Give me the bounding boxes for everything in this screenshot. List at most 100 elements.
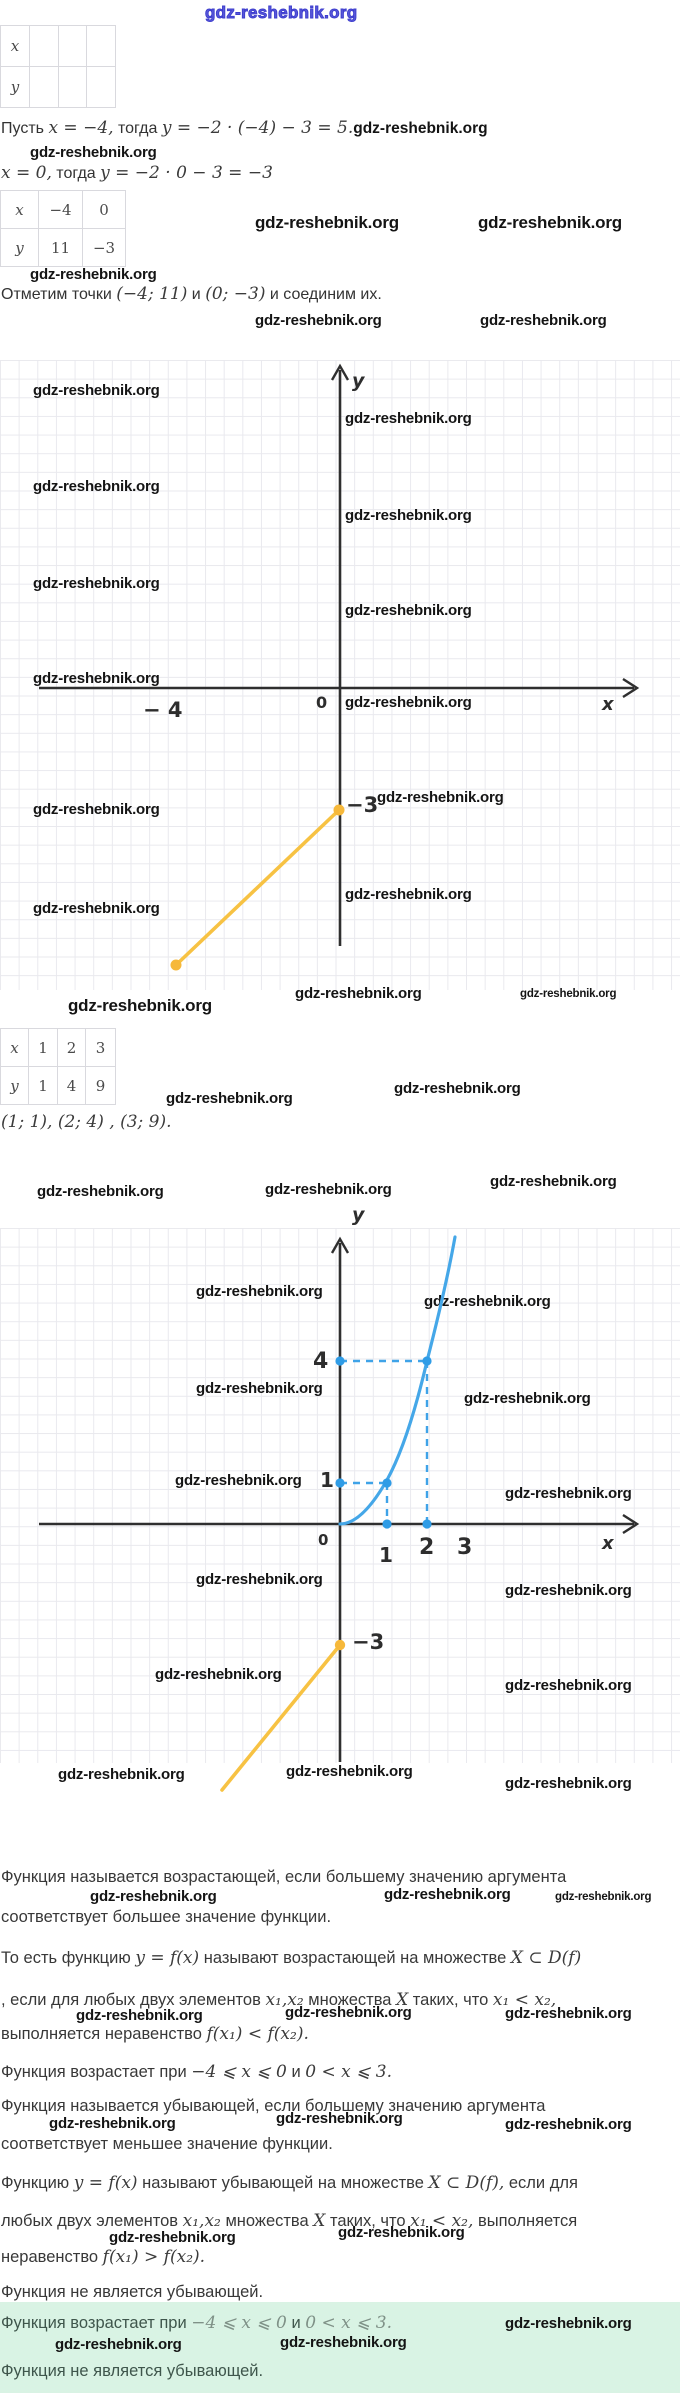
watermark: gdz-reshebnik.org (155, 1666, 282, 1683)
def-decreasing-formal-2: любых двух элементов x₁,x₂ множества X т… (1, 2211, 578, 2231)
watermark: gdz-reshebnik.org (505, 1775, 632, 1792)
watermark: gdz-reshebnik.org (394, 1080, 521, 1097)
watermark: gdz-reshebnik.org (76, 2007, 203, 2024)
watermark: gdz-reshebnik.org (255, 312, 382, 329)
graph1-segment (174, 808, 341, 967)
graph1-y-arrow-icon (330, 363, 350, 381)
watermark: gdz-reshebnik.org (345, 886, 472, 903)
graph1-point-left (170, 959, 182, 971)
def-increasing-formal-2: , если для любых двух элементов x₁,x₂ мн… (1, 1990, 557, 2010)
equation-line-2: x = 0, тогда y = −2 · 0 − 3 = −3 (1, 163, 273, 183)
watermark: gdz-reshebnik.org (345, 507, 472, 524)
graph2-x-arrow-icon (622, 1513, 640, 1535)
statement-not-decreasing: Функция не является убывающей. (1, 2283, 264, 2301)
watermark: gdz-reshebnik.org (175, 1472, 302, 1489)
graph2-ytick-1: 1 (320, 1468, 334, 1492)
watermark: gdz-reshebnik.org (555, 1891, 652, 1903)
watermark: gdz-reshebnik.org (276, 2110, 403, 2127)
equation-line-1: Пусть x = −4, тогда y = −2 · (−4) − 3 = … (1, 118, 488, 138)
watermark: gdz-reshebnik.org (109, 2229, 236, 2246)
watermark: gdz-reshebnik.org (265, 1181, 392, 1198)
watermark: gdz-reshebnik.org (33, 478, 160, 495)
watermark: gdz-reshebnik.org (166, 1090, 293, 1107)
watermark: gdz-reshebnik.org (49, 2115, 176, 2132)
watermark: gdz-reshebnik.org (33, 801, 160, 818)
table-row: x 1 2 3 (0, 1028, 116, 1067)
def-increasing-line1: Функция называется возрастающей, если бо… (1, 1868, 567, 1886)
graph1-x-axis-label: x (602, 694, 614, 715)
watermark: gdz-reshebnik.org (58, 1766, 185, 1783)
conclusion-line-2: Функция не является убывающей. (1, 2362, 264, 2380)
def-increasing-formal-3: выполняется неравенство f(x₁) < f(x₂). (1, 2024, 309, 2044)
graph2-xtick-3: 3 (457, 1535, 473, 1560)
watermark: gdz-reshebnik.org (505, 1485, 632, 1502)
watermark: gdz-reshebnik.org (90, 1888, 217, 1905)
graph2-dashed-guides (340, 1359, 429, 1524)
watermark: gdz-reshebnik.org (345, 694, 472, 711)
table-quad: x 1 2 3 y 1 4 9 (0, 1028, 116, 1105)
table-row: y (0, 66, 116, 108)
graph2-ytick-minus3: −3 (352, 1630, 385, 1654)
watermark: gdz-reshebnik.org (505, 2116, 632, 2133)
def-decreasing-formal-1: Функцию y = f(x) называют убывающей на м… (1, 2173, 578, 2193)
watermark: gdz-reshebnik.org (55, 2336, 182, 2353)
watermark: gdz-reshebnik.org (490, 1173, 617, 1190)
watermark: gdz-reshebnik.org (338, 2224, 465, 2241)
watermark: gdz-reshebnik.org (505, 2005, 632, 2022)
table-row: x −4 0 (0, 190, 126, 229)
graph2-y-arrow-icon (330, 1236, 350, 1254)
watermark: gdz-reshebnik.org (196, 1283, 323, 1300)
graph2-point-0-minus3 (334, 1639, 346, 1651)
watermark: gdz-reshebnik.org (33, 575, 160, 592)
watermark: gdz-reshebnik.org (295, 985, 422, 1002)
table-blank: x y (0, 25, 116, 108)
statement-increasing: Функция возрастает при −4 ⩽ x ⩽ 0 и 0 < … (1, 2062, 392, 2082)
watermark: gdz-reshebnik.org (37, 1183, 164, 1200)
watermark: gdz-reshebnik.org (480, 312, 607, 329)
watermark: gdz-reshebnik.org (353, 120, 488, 137)
graph2-points (335, 1356, 432, 1529)
watermark: gdz-reshebnik.org (30, 266, 157, 283)
watermark: gdz-reshebnik.org (285, 2004, 412, 2021)
table-linear: x −4 0 y 11 −3 (0, 190, 126, 267)
watermark: gdz-reshebnik.org (33, 670, 160, 687)
graph2-segment (220, 1643, 342, 1792)
watermark: gdz-reshebnik.org (345, 410, 472, 427)
watermark: gdz-reshebnik.org (520, 988, 617, 1000)
graph2-xtick-2: 2 (419, 1535, 435, 1560)
graph2-y-axis-label: y (352, 1204, 365, 1226)
site-watermark-blue: gdz-reshebnik.org (205, 3, 358, 23)
graph1-xtick-minus4: − 4 (143, 698, 183, 722)
graph2-origin-label: 0 (318, 1531, 329, 1549)
watermark: gdz-reshebnik.org (196, 1380, 323, 1397)
watermark: gdz-reshebnik.org (280, 2334, 407, 2351)
def-decreasing-line1: Функция называется убывающей, если больш… (1, 2097, 546, 2115)
watermark: gdz-reshebnik.org (33, 900, 160, 917)
graph1-x-arrow-icon (622, 677, 640, 699)
watermark: gdz-reshebnik.org (505, 1582, 632, 1599)
watermark: gdz-reshebnik.org (345, 602, 472, 619)
watermark: gdz-reshebnik.org (424, 1293, 551, 1310)
watermark: gdz-reshebnik.org (255, 213, 399, 232)
table-row: x (0, 25, 116, 67)
watermark: gdz-reshebnik.org (68, 996, 212, 1015)
conclusion-block (0, 2302, 680, 2393)
graph1-point-0-minus3 (333, 804, 345, 816)
graph2-xtick-1: 1 (379, 1543, 393, 1567)
def-increasing-formal-1: То есть функцию y = f(x) называют возрас… (1, 1948, 582, 1968)
points-line: Отметим точки (−4; 11) и (0; −3) и соеди… (1, 284, 382, 304)
def-increasing-line2: соответствует большее значение функции. (1, 1908, 332, 1926)
conclusion-line-1: Функция возрастает при −4 ⩽ x ⩽ 0 и 0 < … (1, 2313, 392, 2333)
watermark: gdz-reshebnik.org (196, 1571, 323, 1588)
watermark: gdz-reshebnik.org (30, 144, 157, 161)
table-row: y 11 −3 (0, 228, 126, 267)
watermark: gdz-reshebnik.org (505, 2315, 632, 2332)
graph2-x-axis-label: x (602, 1533, 614, 1554)
graph2-ytick-4: 4 (313, 1349, 329, 1374)
graph2-curve (338, 1235, 457, 1526)
watermark: gdz-reshebnik.org (377, 789, 504, 806)
table-row: y 1 4 9 (0, 1066, 116, 1105)
graph1-ytick-minus3: −3 (346, 793, 379, 817)
